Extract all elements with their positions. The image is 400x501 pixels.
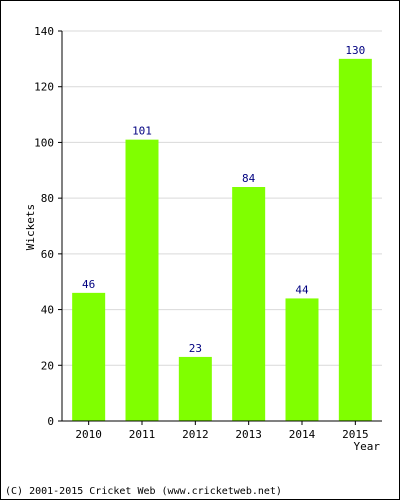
data-label: 101 xyxy=(132,125,152,138)
y-tick-label: 40 xyxy=(41,304,54,317)
x-tick-label: 2013 xyxy=(235,428,262,441)
data-label: 23 xyxy=(189,342,202,355)
axes: 0 20 40 60 80 100 120 140 2010 2011 2012 2013 2014 20… xyxy=(34,25,382,441)
bar-2012 xyxy=(178,356,212,421)
x-tick-label: 2015 xyxy=(342,428,369,441)
bar-2011 xyxy=(125,139,159,421)
bar-2014 xyxy=(285,298,319,421)
gridlines xyxy=(62,30,382,366)
x-axis-title: Year xyxy=(354,440,381,453)
data-label: 84 xyxy=(242,172,256,185)
y-tick-label: 20 xyxy=(41,359,54,372)
bar-2015 xyxy=(338,58,372,421)
data-label: 44 xyxy=(295,283,309,296)
data-label: 46 xyxy=(82,278,95,291)
bar-2010 xyxy=(72,292,106,421)
y-tick-label: 0 xyxy=(47,415,54,428)
x-tick-label: 2012 xyxy=(182,428,209,441)
data-label: 130 xyxy=(345,44,365,57)
x-tick-label: 2010 xyxy=(75,428,102,441)
bar-2013 xyxy=(232,187,266,421)
x-tick-label: 2011 xyxy=(129,428,156,441)
y-tick-label: 80 xyxy=(41,192,54,205)
bars xyxy=(72,58,372,421)
x-tick-label: 2014 xyxy=(289,428,316,441)
data-labels: 46 101 23 84 44 130 xyxy=(82,44,365,355)
copyright-credit: (C) 2001-2015 Cricket Web (www.cricketwe… xyxy=(5,486,282,497)
y-tick-label: 120 xyxy=(34,81,54,94)
y-tick-label: 100 xyxy=(34,136,54,149)
y-tick-label: 60 xyxy=(41,248,54,261)
y-tick-label: 140 xyxy=(34,25,54,38)
y-axis-title: Wickets xyxy=(24,204,37,250)
